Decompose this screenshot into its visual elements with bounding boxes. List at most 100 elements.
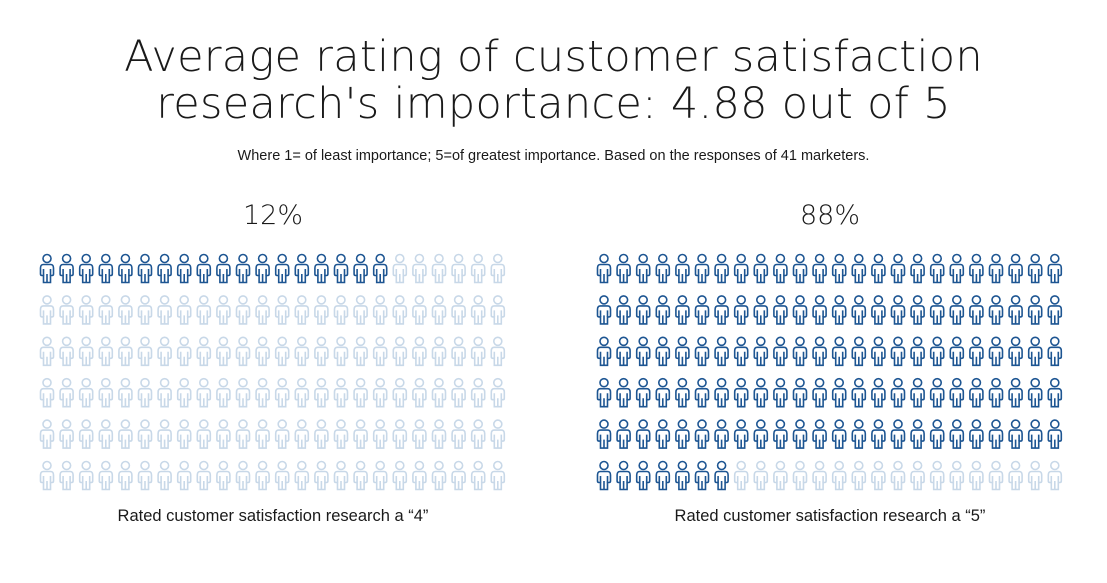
- person-icon-filled: [969, 336, 984, 367]
- person-icon-filled: [675, 460, 690, 491]
- pictogram-grid: [590, 246, 1070, 506]
- person-icon-empty: [176, 336, 192, 367]
- person-icon-filled: [969, 295, 984, 325]
- person-icon-filled: [353, 253, 368, 284]
- person-icon-filled: [675, 253, 690, 284]
- person-icon-filled: [694, 377, 710, 408]
- person-icon-empty: [294, 336, 310, 367]
- person-icon-empty: [412, 253, 427, 284]
- person-icon-empty: [78, 295, 94, 325]
- person-icon-empty: [98, 336, 114, 367]
- person-icon-empty: [216, 419, 231, 449]
- person-icon-filled: [910, 336, 925, 367]
- person-icon-empty: [831, 460, 847, 491]
- person-icon-filled: [949, 295, 965, 325]
- person-icon-filled: [1027, 295, 1043, 325]
- person-icon-empty: [333, 460, 349, 491]
- person-icon-empty: [216, 336, 231, 367]
- person-icon-filled: [812, 419, 827, 449]
- person-icon-empty: [196, 377, 212, 408]
- person-icon-filled: [655, 336, 671, 367]
- person-icon-filled: [792, 336, 808, 367]
- person-icon-filled: [635, 460, 651, 491]
- person-icon-filled: [831, 377, 847, 408]
- percent-label: 12%: [242, 200, 303, 231]
- person-icon-filled: [1008, 295, 1023, 325]
- person-icon-empty: [255, 295, 270, 325]
- person-icon-empty: [431, 460, 447, 491]
- person-icon-empty: [78, 460, 94, 491]
- person-icon-empty: [294, 295, 310, 325]
- person-icon-empty: [431, 295, 447, 325]
- person-icon-empty: [490, 336, 506, 367]
- person-icon-empty: [812, 460, 827, 491]
- person-icon-empty: [59, 377, 74, 408]
- person-icon-filled: [949, 419, 965, 449]
- person-icon-empty: [412, 295, 427, 325]
- person-icon-empty: [235, 377, 251, 408]
- person-icon-filled: [616, 377, 631, 408]
- person-icon-empty: [157, 295, 172, 325]
- person-icon-empty: [235, 295, 251, 325]
- person-icon-filled: [988, 336, 1004, 367]
- person-icon-empty: [470, 336, 486, 367]
- title-line-2: research's importance: 4.88 out of 5: [156, 79, 951, 129]
- person-icon-filled: [616, 460, 631, 491]
- person-icon-empty: [274, 336, 290, 367]
- person-icon-empty: [392, 419, 408, 449]
- person-icon-empty: [137, 336, 153, 367]
- person-icon-empty: [890, 460, 906, 491]
- person-icon-empty: [274, 460, 290, 491]
- person-icon-empty: [490, 295, 506, 325]
- person-icon-empty: [78, 377, 94, 408]
- person-icon-filled: [655, 460, 671, 491]
- person-icon-filled: [1008, 419, 1023, 449]
- person-icon-empty: [871, 460, 886, 491]
- person-icon-filled: [753, 253, 769, 284]
- person-icon-filled: [969, 253, 984, 284]
- person-icon-filled: [753, 377, 769, 408]
- person-icon-empty: [196, 419, 212, 449]
- person-icon-filled: [969, 419, 984, 449]
- person-icon-filled: [831, 253, 847, 284]
- person-icon-filled: [851, 377, 867, 408]
- person-icon-filled: [792, 419, 808, 449]
- person-icon-filled: [871, 295, 886, 325]
- person-icon-empty: [333, 336, 349, 367]
- person-icon-filled: [792, 253, 808, 284]
- caption: Rated customer satisfaction research a “…: [674, 507, 986, 525]
- person-icon-empty: [274, 419, 290, 449]
- person-icon-filled: [635, 295, 651, 325]
- person-icon-filled: [1047, 336, 1063, 367]
- person-icon-filled: [890, 419, 906, 449]
- person-icon-empty: [451, 419, 466, 449]
- person-icon-filled: [1027, 336, 1043, 367]
- person-icon-filled: [988, 253, 1004, 284]
- person-icon-empty: [431, 336, 447, 367]
- person-icon-filled: [773, 377, 788, 408]
- person-icon-filled: [871, 419, 886, 449]
- person-icon-filled: [910, 253, 925, 284]
- person-icon-filled: [655, 253, 671, 284]
- person-icon-filled: [655, 295, 671, 325]
- person-icon-empty: [372, 295, 388, 325]
- person-icon-filled: [910, 377, 925, 408]
- person-icon-empty: [451, 460, 466, 491]
- person-icon-empty: [314, 336, 329, 367]
- person-icon-filled: [871, 336, 886, 367]
- person-icon-empty: [39, 460, 55, 491]
- person-icon-filled: [1047, 419, 1063, 449]
- person-icon-filled: [1027, 377, 1043, 408]
- person-icon-filled: [1047, 253, 1063, 284]
- person-icon-filled: [1008, 377, 1023, 408]
- person-icon-empty: [294, 377, 310, 408]
- person-icon-empty: [851, 460, 867, 491]
- person-icon-filled: [118, 253, 133, 284]
- person-icon-empty: [372, 460, 388, 491]
- person-icon-filled: [831, 295, 847, 325]
- person-icon-filled: [372, 253, 388, 284]
- person-icon-filled: [753, 419, 769, 449]
- person-icon-filled: [675, 295, 690, 325]
- person-icon-empty: [196, 295, 212, 325]
- person-icon-empty: [969, 460, 984, 491]
